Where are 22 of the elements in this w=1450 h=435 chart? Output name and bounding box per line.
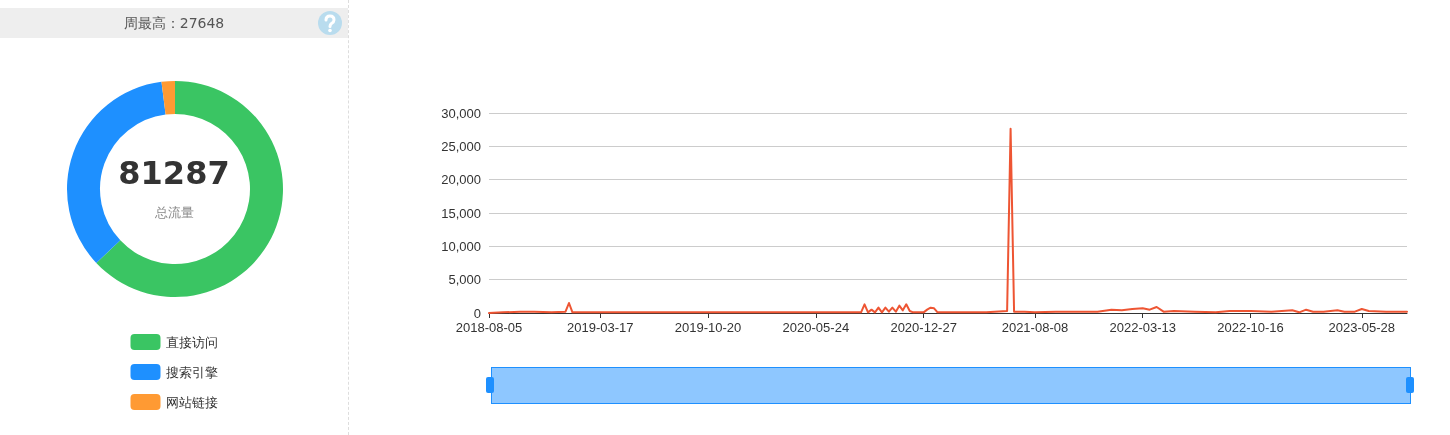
x-tick-label: 2018-08-05: [455, 320, 523, 335]
y-tick-label: 30,000: [441, 105, 481, 121]
y-tick-label: 20,000: [441, 172, 481, 188]
y-tick-label: 25,000: [441, 138, 481, 154]
legend-label: 直接访问: [165, 334, 218, 350]
legend-label: 网站链接: [165, 394, 218, 410]
y-tick-label: 15,000: [441, 205, 481, 221]
x-tick-label: 2020-12-27: [890, 320, 957, 335]
x-tick-label: 2021-08-08: [1001, 320, 1069, 335]
x-tick-label: 2022-10-16: [1217, 320, 1284, 335]
y-tick-label: 0: [473, 305, 481, 321]
chart-title: 周最高：27648: [0, 8, 348, 38]
x-tick-label: 2019-10-20: [674, 320, 742, 335]
text: 81287: [118, 154, 230, 192]
y-tick-label: 10,000: [441, 238, 481, 254]
legend-label: 搜索引擎: [165, 364, 218, 380]
x-tick-label: 2019-03-17: [567, 320, 634, 335]
text: 总流量: [153, 205, 194, 220]
y-tick-label: 5,000: [448, 272, 481, 288]
x-tick-label: 2023-05-28: [1328, 320, 1396, 335]
x-tick-label: 2022-03-13: [1109, 320, 1176, 335]
x-tick-label: 2020-05-24: [782, 320, 850, 335]
